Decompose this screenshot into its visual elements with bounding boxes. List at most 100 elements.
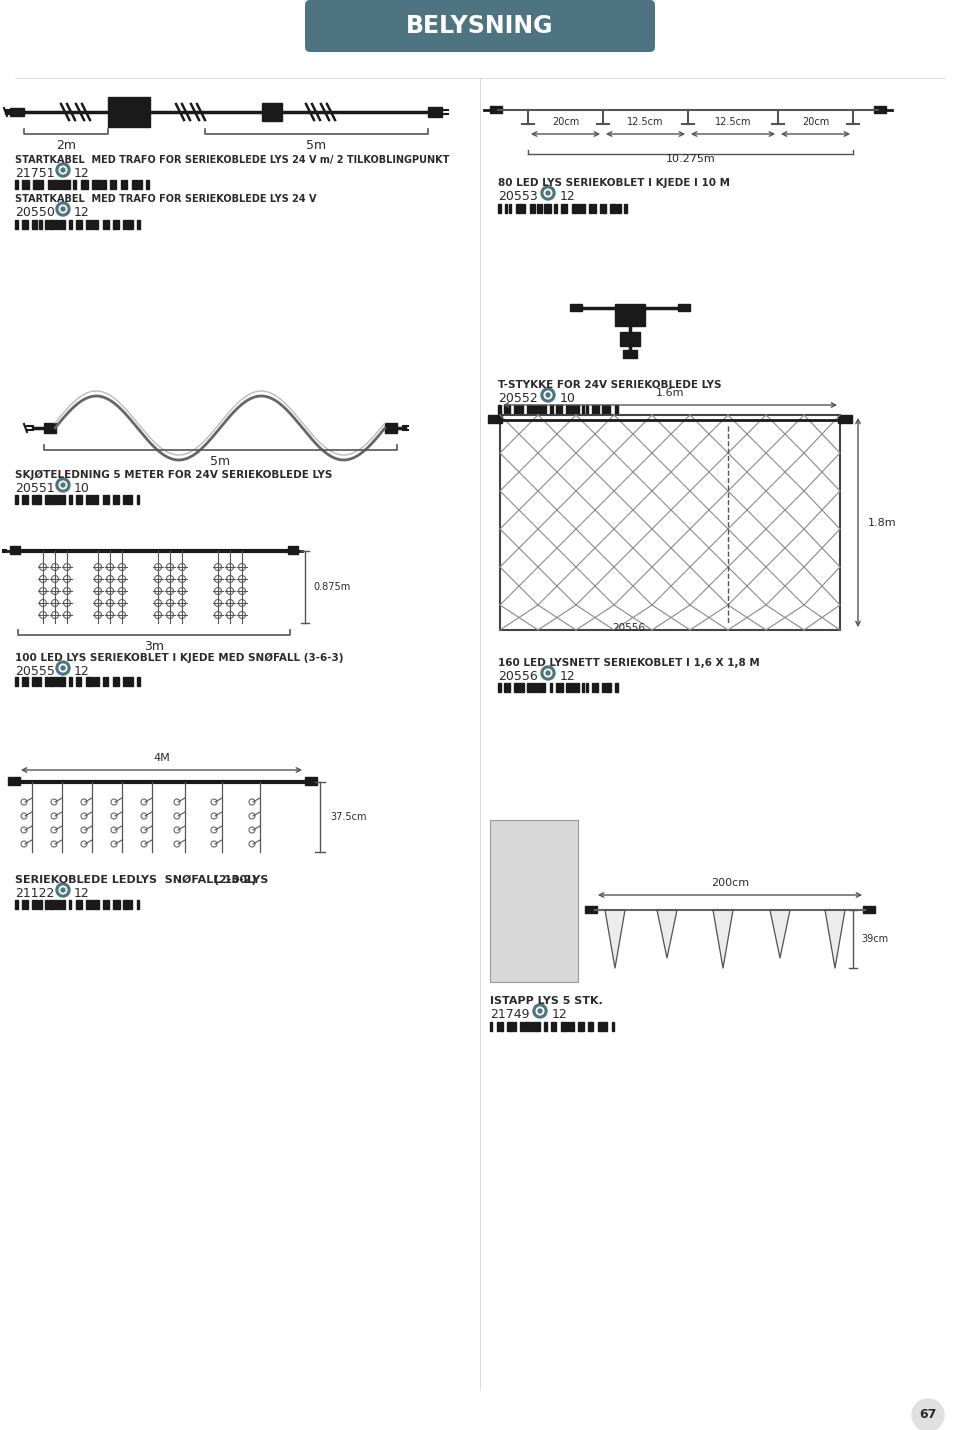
Bar	[517, 405, 519, 415]
Bar	[611, 204, 613, 213]
Polygon shape	[657, 909, 677, 958]
Bar	[534, 405, 537, 415]
Bar	[863, 907, 875, 912]
Bar	[498, 684, 500, 692]
Bar	[45, 220, 48, 229]
Bar	[678, 305, 690, 310]
Bar	[116, 899, 120, 909]
Circle shape	[61, 483, 65, 488]
Bar	[136, 220, 139, 229]
Bar	[605, 405, 607, 415]
Text: 21749: 21749	[490, 1008, 530, 1021]
Bar	[103, 676, 106, 686]
Text: 20cm: 20cm	[552, 117, 579, 127]
Bar	[113, 180, 116, 189]
Bar	[34, 180, 36, 189]
Bar	[59, 676, 62, 686]
Bar	[86, 899, 88, 909]
Bar	[517, 684, 520, 692]
Circle shape	[546, 671, 550, 675]
Bar	[123, 220, 126, 229]
Text: BELYSNING: BELYSNING	[406, 14, 554, 39]
Bar	[103, 180, 107, 189]
Bar	[838, 415, 852, 423]
Text: 200cm: 200cm	[711, 878, 749, 888]
Bar	[59, 180, 61, 189]
Bar	[598, 1022, 601, 1031]
Text: 12: 12	[74, 167, 89, 180]
Bar	[595, 405, 598, 415]
Bar	[527, 684, 529, 692]
Text: 12.5cm: 12.5cm	[715, 117, 752, 127]
Bar	[130, 220, 132, 229]
Text: 67: 67	[920, 1409, 937, 1421]
Bar	[113, 220, 116, 229]
Text: 20cm: 20cm	[802, 117, 829, 127]
Bar	[564, 1022, 567, 1031]
Bar	[305, 776, 317, 785]
Bar	[554, 204, 557, 213]
Circle shape	[538, 1010, 542, 1012]
Bar	[26, 180, 29, 189]
Bar	[81, 180, 84, 189]
Bar	[586, 405, 588, 415]
Circle shape	[61, 207, 65, 212]
Circle shape	[60, 204, 67, 213]
Bar	[49, 495, 51, 503]
Bar	[540, 405, 542, 415]
Bar	[505, 204, 508, 213]
Bar	[130, 899, 132, 909]
Circle shape	[544, 392, 552, 399]
Bar	[575, 204, 578, 213]
Bar	[538, 1022, 540, 1031]
Bar	[589, 204, 592, 213]
Bar	[38, 899, 42, 909]
Polygon shape	[825, 909, 845, 968]
Bar	[86, 220, 88, 229]
Bar	[583, 684, 585, 692]
Text: 39cm: 39cm	[861, 934, 888, 944]
Bar	[95, 180, 99, 189]
Bar	[93, 676, 95, 686]
Bar	[562, 204, 564, 213]
Bar	[130, 676, 132, 686]
Text: STARTKABEL  MED TRAFO FOR SERIEKOBLEDE LYS 24 V: STARTKABEL MED TRAFO FOR SERIEKOBLEDE LY…	[15, 194, 317, 204]
Bar	[59, 495, 61, 503]
Bar	[56, 676, 59, 686]
Bar	[52, 495, 55, 503]
Bar	[91, 180, 95, 189]
Text: 5m: 5m	[210, 455, 230, 468]
Text: SKJØTELEDNING 5 METER FOR 24V SERIEKOBLEDE LYS: SKJØTELEDNING 5 METER FOR 24V SERIEKOBLE…	[15, 470, 332, 480]
Bar	[544, 1022, 546, 1031]
Bar	[428, 107, 442, 117]
Bar	[595, 684, 598, 692]
Text: STARTKABEL  MED TRAFO FOR SERIEKOBLEDE LYS 24 V m/ 2 TILKOBLINGPUNKT: STARTKABEL MED TRAFO FOR SERIEKOBLEDE LY…	[15, 154, 449, 164]
Circle shape	[56, 661, 70, 675]
Bar	[113, 899, 116, 909]
Bar	[540, 204, 542, 213]
Text: 3m: 3m	[144, 641, 164, 654]
Bar	[581, 1022, 584, 1031]
Bar	[560, 405, 562, 415]
Bar	[99, 180, 102, 189]
Bar	[561, 1022, 564, 1031]
Bar	[25, 899, 28, 909]
Bar	[620, 332, 640, 346]
Circle shape	[541, 388, 555, 402]
Bar	[530, 204, 532, 213]
Bar	[62, 676, 65, 686]
Text: 21122: 21122	[15, 887, 55, 899]
Bar	[123, 676, 127, 686]
Bar	[498, 405, 501, 415]
Circle shape	[544, 669, 552, 676]
Bar	[56, 220, 58, 229]
Bar	[522, 204, 525, 213]
Bar	[79, 220, 83, 229]
Bar	[625, 204, 628, 213]
Polygon shape	[605, 909, 625, 968]
Circle shape	[541, 186, 555, 200]
Bar	[25, 220, 29, 229]
Bar	[288, 546, 298, 553]
Bar	[48, 180, 50, 189]
Bar	[593, 204, 596, 213]
